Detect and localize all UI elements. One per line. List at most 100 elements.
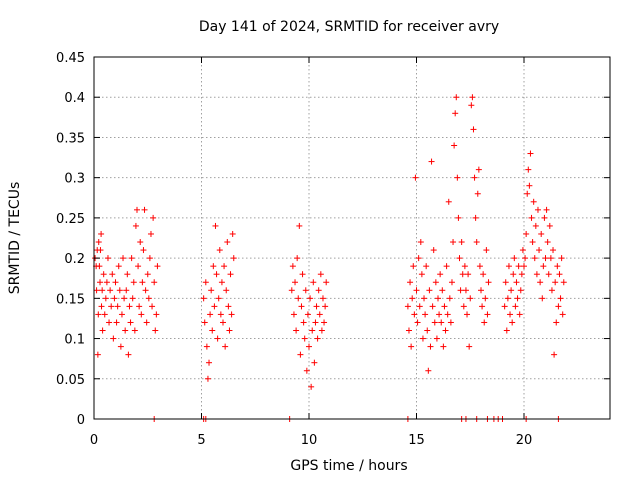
data-point xyxy=(314,335,321,342)
data-point xyxy=(507,311,514,318)
data-point xyxy=(125,351,132,358)
data-point xyxy=(230,255,237,262)
data-point xyxy=(501,303,508,310)
data-point xyxy=(210,263,217,270)
x-axis-label: GPS time / hours xyxy=(290,458,407,474)
data-point xyxy=(529,239,536,246)
data-point xyxy=(413,287,420,294)
data-point xyxy=(407,279,414,286)
data-point xyxy=(200,295,207,302)
data-point xyxy=(445,198,452,205)
x-tick-label: 15 xyxy=(408,433,425,448)
data-point xyxy=(100,271,107,278)
data-point xyxy=(460,303,467,310)
data-point xyxy=(555,303,562,310)
data-point xyxy=(437,271,444,278)
data-point xyxy=(429,303,436,310)
data-point xyxy=(227,271,234,278)
data-point xyxy=(518,271,525,278)
data-point xyxy=(548,287,555,294)
x-tick-label: 20 xyxy=(516,433,533,448)
data-point xyxy=(430,247,437,254)
data-point xyxy=(404,303,411,310)
data-point xyxy=(143,319,150,326)
data-point xyxy=(102,295,109,302)
data-point xyxy=(505,263,512,270)
data-point xyxy=(216,247,223,254)
data-point xyxy=(551,351,558,358)
data-point xyxy=(301,335,308,342)
data-point xyxy=(111,295,118,302)
data-point xyxy=(418,271,425,278)
data-point xyxy=(509,319,516,326)
data-point xyxy=(139,279,146,286)
data-point xyxy=(151,279,158,286)
data-point xyxy=(228,311,235,318)
data-point xyxy=(316,311,323,318)
data-point xyxy=(459,271,466,278)
data-point xyxy=(478,287,484,294)
data-point xyxy=(559,311,566,318)
data-point xyxy=(542,255,549,262)
data-point xyxy=(408,343,415,350)
data-point xyxy=(465,271,472,278)
data-point xyxy=(462,287,469,294)
data-point xyxy=(543,206,550,213)
data-point xyxy=(204,375,211,382)
data-point xyxy=(443,263,450,270)
data-point xyxy=(129,295,136,302)
data-point xyxy=(202,279,209,286)
data-point xyxy=(96,263,103,270)
data-point xyxy=(527,150,534,157)
data-point xyxy=(470,126,477,133)
data-point xyxy=(483,247,490,254)
data-point xyxy=(539,295,546,302)
data-point xyxy=(453,94,460,101)
data-point xyxy=(528,214,535,221)
data-point xyxy=(410,263,417,270)
data-point xyxy=(218,279,225,286)
data-point xyxy=(512,303,519,310)
data-point xyxy=(414,319,421,326)
data-point xyxy=(461,263,468,270)
axis-ticks xyxy=(93,56,610,420)
data-point xyxy=(321,319,328,326)
data-point xyxy=(304,311,311,318)
y-tick-label: 0.45 xyxy=(56,51,85,66)
data-point xyxy=(222,343,229,350)
data-point xyxy=(522,255,529,262)
data-point xyxy=(541,214,548,221)
data-point xyxy=(456,255,463,262)
data-point xyxy=(475,166,482,173)
data-point xyxy=(206,359,213,366)
data-point xyxy=(308,383,315,390)
data-point xyxy=(447,319,454,326)
data-point xyxy=(442,327,449,334)
data-point xyxy=(417,239,424,246)
data-point xyxy=(457,287,464,294)
data-point xyxy=(468,102,475,109)
data-point xyxy=(213,271,220,278)
data-point xyxy=(303,367,310,374)
data-point xyxy=(297,351,304,358)
data-point xyxy=(504,295,511,302)
data-point xyxy=(103,279,110,286)
data-point xyxy=(207,311,214,318)
data-point xyxy=(126,303,133,310)
data-point xyxy=(142,287,149,294)
data-point xyxy=(310,279,317,286)
data-point xyxy=(224,239,231,246)
data-point xyxy=(508,287,515,294)
data-point xyxy=(94,351,101,358)
data-point xyxy=(211,303,218,310)
y-tick-label: 0.4 xyxy=(64,91,85,106)
data-point xyxy=(318,327,325,334)
data-point xyxy=(517,287,524,294)
data-point xyxy=(519,247,526,254)
data-point xyxy=(300,319,307,326)
data-point xyxy=(223,287,230,294)
data-point xyxy=(221,263,228,270)
data-point xyxy=(545,271,552,278)
data-point xyxy=(123,287,130,294)
data-point xyxy=(299,271,306,278)
